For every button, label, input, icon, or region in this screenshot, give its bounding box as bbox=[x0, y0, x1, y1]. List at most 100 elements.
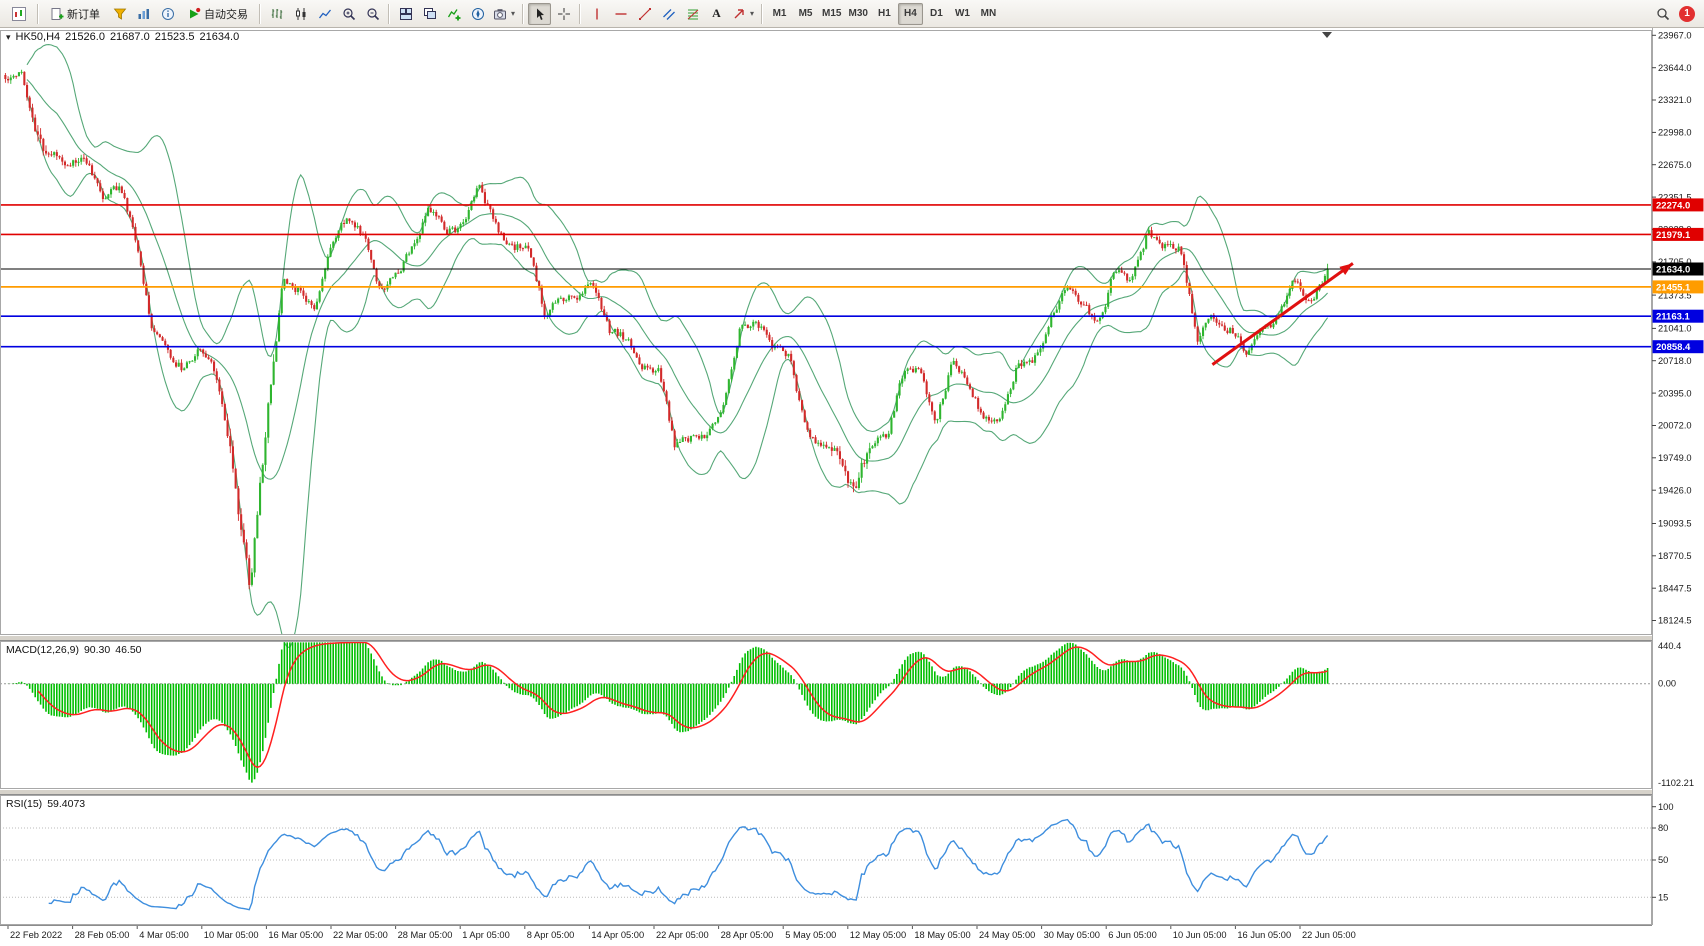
svg-text:22274.0: 22274.0 bbox=[1656, 200, 1690, 211]
new-order-icon bbox=[51, 7, 64, 20]
timeframe-m1-button[interactable]: M1 bbox=[767, 3, 792, 25]
search-icon bbox=[1656, 7, 1669, 20]
candlestick-chart-button[interactable] bbox=[289, 3, 312, 25]
cascade-windows-button[interactable] bbox=[418, 3, 441, 25]
svg-text:24 May 05:00: 24 May 05:00 bbox=[979, 930, 1035, 940]
svg-text:28 Mar 05:00: 28 Mar 05:00 bbox=[398, 930, 453, 940]
horizontal-line-button[interactable] bbox=[609, 3, 632, 25]
text-button[interactable]: A bbox=[705, 3, 728, 25]
line-chart-button[interactable] bbox=[313, 3, 336, 25]
zoom-in-button[interactable] bbox=[337, 3, 360, 25]
svg-text:21455.1: 21455.1 bbox=[1656, 282, 1691, 293]
svg-text:10 Mar 05:00: 10 Mar 05:00 bbox=[204, 930, 259, 940]
chart-shift-marker[interactable] bbox=[1322, 32, 1332, 38]
one-click-trading-toggle[interactable]: ▾ bbox=[6, 32, 11, 42]
svg-text:16 Jun 05:00: 16 Jun 05:00 bbox=[1237, 930, 1291, 940]
svg-text:20072.0: 20072.0 bbox=[1658, 421, 1692, 431]
crosshair-icon bbox=[557, 7, 570, 20]
timeframe-mn-button[interactable]: MN bbox=[976, 3, 1001, 25]
navigator-compass-icon bbox=[471, 7, 484, 20]
profiles-button[interactable] bbox=[132, 3, 155, 25]
zoom-out-button[interactable] bbox=[361, 3, 384, 25]
filter-button[interactable] bbox=[108, 3, 131, 25]
bollinger-middle-band bbox=[26, 79, 1328, 480]
svg-text:18 May 05:00: 18 May 05:00 bbox=[914, 930, 970, 940]
cursor-button[interactable] bbox=[528, 2, 552, 25]
app-icon bbox=[11, 6, 26, 21]
arrows-button[interactable]: ▾ bbox=[729, 3, 757, 25]
data-window-button[interactable] bbox=[156, 3, 179, 25]
trendline-button[interactable] bbox=[633, 3, 656, 25]
navigator-button[interactable] bbox=[466, 3, 489, 25]
fibonacci-button[interactable] bbox=[681, 3, 704, 25]
new-order-label: 新订单 bbox=[67, 8, 100, 21]
price-label-22274.0 bbox=[1652, 198, 1704, 212]
timeframe-w1-button[interactable]: W1 bbox=[950, 3, 975, 25]
channel-icon bbox=[662, 8, 675, 20]
timeframe-h4-button[interactable]: H4 bbox=[897, 2, 923, 25]
price-label-21455.1 bbox=[1652, 280, 1704, 294]
trendline-icon bbox=[638, 7, 651, 20]
new-order-button[interactable]: 新订单 bbox=[43, 3, 107, 25]
horizontal-line-icon bbox=[615, 12, 627, 15]
crosshair-button[interactable] bbox=[552, 3, 575, 25]
auto-trading-button[interactable]: 自动交易 bbox=[180, 3, 255, 25]
svg-text:22 Apr 05:00: 22 Apr 05:00 bbox=[656, 930, 709, 940]
fibonacci-icon bbox=[687, 9, 698, 19]
svg-text:80: 80 bbox=[1658, 823, 1668, 833]
svg-text:22998.0: 22998.0 bbox=[1658, 128, 1692, 138]
timeframe-d1-button[interactable]: D1 bbox=[924, 3, 949, 25]
toolbar-separator bbox=[388, 3, 390, 24]
main-panel-frame bbox=[0, 30, 1652, 635]
svg-text:20858.4: 20858.4 bbox=[1656, 342, 1691, 353]
svg-text:19093.5: 19093.5 bbox=[1658, 519, 1692, 529]
svg-text:8 Apr 05:00: 8 Apr 05:00 bbox=[527, 930, 575, 940]
auto-trading-play-icon bbox=[190, 7, 201, 18]
text-tool-icon: A bbox=[712, 6, 721, 20]
svg-text:1 Apr 05:00: 1 Apr 05:00 bbox=[462, 930, 510, 940]
arrow-tool-icon bbox=[734, 8, 744, 18]
svg-text:19426.0: 19426.0 bbox=[1658, 485, 1692, 495]
bar-chart-button[interactable] bbox=[265, 3, 288, 25]
svg-text:50: 50 bbox=[1658, 855, 1668, 865]
zoom-in-icon bbox=[342, 7, 355, 20]
trend-arrow-line[interactable] bbox=[1211, 262, 1354, 366]
price-axis[interactable] bbox=[1652, 28, 1704, 946]
auto-trading-label: 自动交易 bbox=[204, 8, 248, 21]
svg-text:22 Feb 2022: 22 Feb 2022 bbox=[10, 930, 62, 940]
timeframe-m15-button[interactable]: M15 bbox=[819, 3, 844, 25]
vertical-line-button[interactable] bbox=[585, 3, 608, 25]
price-label-21634.0 bbox=[1652, 262, 1704, 276]
search-button[interactable] bbox=[1651, 3, 1674, 25]
timeframe-m5-button[interactable]: M5 bbox=[793, 3, 818, 25]
indicators-button[interactable] bbox=[442, 3, 465, 25]
ohlc-bars-icon bbox=[271, 8, 282, 19]
toolbar-separator bbox=[579, 3, 582, 24]
rsi-panel-splitter[interactable] bbox=[0, 789, 1704, 795]
macd-panel-frame bbox=[0, 641, 1652, 789]
svg-text:15: 15 bbox=[1658, 893, 1668, 903]
svg-text:19749.0: 19749.0 bbox=[1658, 453, 1692, 463]
app-icon-button bbox=[4, 2, 33, 26]
svg-text:4 Mar 05:00: 4 Mar 05:00 bbox=[139, 930, 189, 940]
svg-text:21705.0: 21705.0 bbox=[1658, 257, 1692, 267]
svg-text:18124.5: 18124.5 bbox=[1658, 616, 1692, 626]
notification-badge[interactable]: 1 bbox=[1679, 5, 1695, 22]
toolbar-separator bbox=[761, 3, 764, 24]
snapshot-button[interactable]: ▾ bbox=[490, 3, 518, 25]
zoom-out-icon bbox=[366, 7, 379, 20]
timeframe-h1-button[interactable]: H1 bbox=[872, 3, 897, 25]
vertical-line-icon bbox=[595, 8, 598, 19]
toolbar-separator bbox=[37, 3, 39, 24]
equidistant-channel-button[interactable] bbox=[657, 3, 680, 25]
rsi-line bbox=[48, 818, 1329, 911]
svg-text:12 May 05:00: 12 May 05:00 bbox=[850, 930, 906, 940]
tile-windows-button[interactable] bbox=[394, 3, 417, 25]
info-icon bbox=[161, 7, 174, 20]
chart-canvas[interactable]: 22 Feb 2022 28 Feb 05:00 4 Mar 05:00 10 Mar… bbox=[0, 28, 1704, 946]
cascade-windows-icon bbox=[423, 7, 436, 19]
timeframe-m30-button[interactable]: M30 bbox=[845, 3, 870, 25]
svg-text:21041.0: 21041.0 bbox=[1658, 324, 1692, 334]
macd-panel-splitter[interactable] bbox=[0, 635, 1704, 641]
bar-graph-icon bbox=[138, 8, 149, 19]
